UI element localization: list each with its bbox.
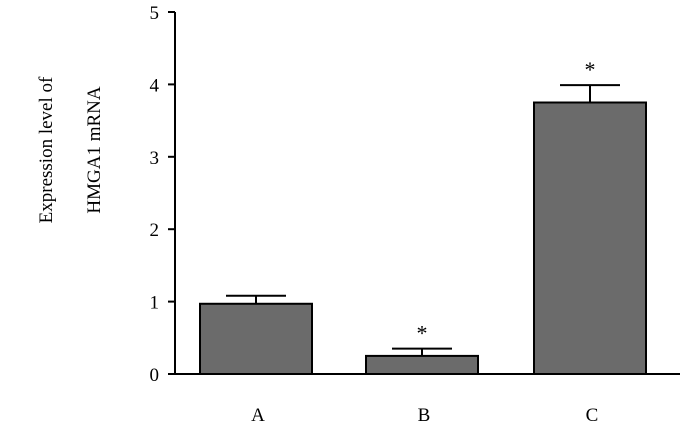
category-label: A	[251, 405, 265, 426]
bars	[199, 101, 647, 375]
significance-markers: **	[417, 57, 596, 346]
y-tick-label: 0	[150, 365, 160, 386]
bar	[365, 354, 479, 375]
y-ticks: 0 1 2 3 4 5	[150, 3, 175, 386]
category-label: B	[418, 405, 431, 426]
y-tick-label: 5	[150, 3, 160, 24]
category-labels: A B C	[251, 405, 598, 426]
y-tick-label: 1	[150, 293, 160, 314]
significance-star: *	[417, 321, 428, 346]
significance-star: *	[585, 57, 596, 82]
category-label: C	[586, 405, 599, 426]
bar	[199, 302, 313, 375]
error-bars	[226, 84, 620, 356]
y-axis-label-line: Expression level of	[36, 76, 57, 223]
y-tick-label: 4	[150, 75, 160, 96]
y-tick-label: 2	[150, 220, 160, 241]
bar	[533, 101, 647, 375]
y-axis-label: Expression level of HMGA1 mRNA	[36, 76, 105, 223]
y-axis-label-line: HMGA1 mRNA	[84, 86, 105, 213]
y-tick-label: 3	[150, 148, 160, 169]
